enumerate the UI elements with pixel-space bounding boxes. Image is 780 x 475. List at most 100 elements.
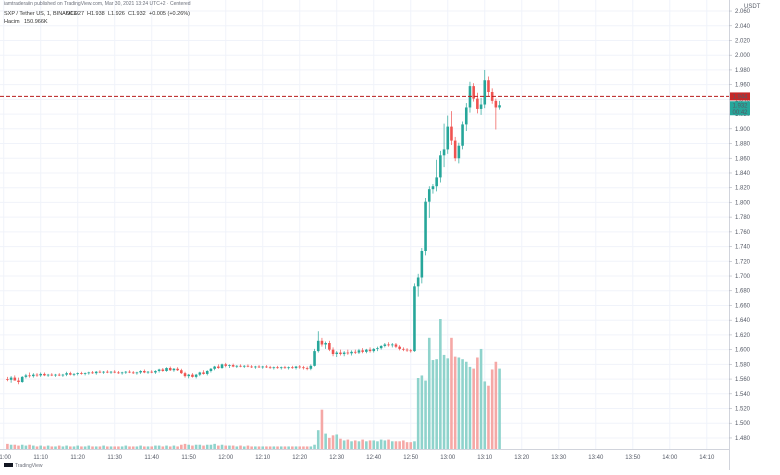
candle[interactable] bbox=[124, 370, 128, 374]
candle[interactable] bbox=[305, 366, 309, 371]
candle[interactable] bbox=[357, 348, 361, 355]
candle[interactable] bbox=[279, 366, 283, 370]
candle[interactable] bbox=[320, 337, 324, 347]
candle[interactable] bbox=[439, 150, 442, 183]
candle[interactable] bbox=[235, 365, 239, 369]
candle[interactable] bbox=[39, 372, 43, 377]
candle[interactable] bbox=[453, 136, 457, 162]
candle[interactable] bbox=[128, 370, 131, 374]
candle[interactable] bbox=[83, 372, 87, 376]
candle[interactable] bbox=[168, 366, 172, 371]
candle[interactable] bbox=[213, 365, 216, 371]
candle[interactable] bbox=[387, 342, 390, 347]
candle[interactable] bbox=[54, 373, 57, 377]
candle[interactable] bbox=[383, 343, 387, 348]
candle[interactable] bbox=[328, 340, 331, 352]
candle[interactable] bbox=[261, 365, 265, 369]
candle[interactable] bbox=[35, 373, 39, 377]
candle[interactable] bbox=[43, 372, 46, 377]
candle[interactable] bbox=[191, 373, 194, 378]
candle[interactable] bbox=[416, 273, 420, 297]
candle[interactable] bbox=[398, 345, 401, 351]
candle[interactable] bbox=[146, 370, 150, 374]
candle[interactable] bbox=[61, 373, 65, 377]
candle[interactable] bbox=[483, 69, 487, 109]
candle[interactable] bbox=[294, 365, 298, 370]
candle[interactable] bbox=[139, 370, 142, 374]
candle[interactable] bbox=[87, 371, 91, 375]
candle[interactable] bbox=[94, 370, 98, 375]
candle[interactable] bbox=[442, 123, 446, 168]
candle[interactable] bbox=[409, 348, 413, 353]
candle[interactable] bbox=[165, 367, 168, 372]
candle[interactable] bbox=[198, 371, 202, 377]
candle[interactable] bbox=[65, 371, 68, 377]
candle[interactable] bbox=[113, 370, 117, 374]
candle[interactable] bbox=[431, 184, 435, 194]
symbol-line[interactable]: SXP / Tether US, 1, BINANCE bbox=[4, 11, 78, 17]
candle[interactable] bbox=[224, 362, 228, 368]
candle[interactable] bbox=[24, 373, 28, 379]
candle[interactable] bbox=[365, 348, 368, 354]
candle[interactable] bbox=[324, 341, 327, 349]
time-axis[interactable]: 11:00 11:10 11:20 11:30 11:40 11:50 12:00 12:10… bbox=[0, 455, 715, 461]
candle[interactable] bbox=[80, 371, 83, 375]
candle[interactable] bbox=[394, 343, 398, 349]
candle[interactable] bbox=[309, 364, 313, 371]
candle[interactable] bbox=[405, 348, 409, 352]
candle[interactable] bbox=[254, 365, 257, 369]
candle[interactable] bbox=[335, 351, 339, 357]
volume-label[interactable]: Hacim bbox=[4, 19, 20, 25]
candle[interactable] bbox=[339, 349, 342, 356]
candle[interactable] bbox=[276, 365, 279, 369]
candle[interactable] bbox=[446, 115, 450, 154]
candle[interactable] bbox=[106, 370, 109, 374]
candle[interactable] bbox=[342, 351, 346, 357]
candle[interactable] bbox=[287, 366, 290, 370]
candle[interactable] bbox=[457, 142, 461, 164]
candle[interactable] bbox=[205, 370, 209, 376]
candle[interactable] bbox=[435, 159, 438, 192]
candle[interactable] bbox=[98, 370, 102, 374]
candle[interactable] bbox=[461, 121, 464, 150]
candle[interactable] bbox=[246, 364, 250, 368]
candle[interactable] bbox=[424, 198, 427, 256]
candle[interactable] bbox=[57, 373, 61, 377]
candle[interactable] bbox=[487, 76, 490, 97]
candle[interactable] bbox=[316, 331, 320, 353]
candle[interactable] bbox=[390, 343, 394, 348]
candle[interactable] bbox=[91, 370, 94, 374]
candle[interactable] bbox=[157, 368, 161, 373]
candle[interactable] bbox=[187, 373, 191, 379]
currency-label[interactable]: USDT bbox=[744, 4, 761, 10]
candle[interactable] bbox=[76, 372, 80, 376]
candle[interactable] bbox=[176, 367, 179, 371]
candle[interactable] bbox=[13, 375, 17, 381]
candle[interactable] bbox=[202, 370, 205, 375]
candle[interactable] bbox=[135, 371, 139, 375]
candle[interactable] bbox=[298, 365, 302, 369]
candle[interactable] bbox=[402, 347, 405, 352]
candle[interactable] bbox=[46, 373, 50, 377]
price-axis[interactable]: 2.0602.0402.0202.0001.9801.9601.9401.920… bbox=[729, 9, 751, 442]
candle[interactable] bbox=[498, 100, 501, 110]
candle[interactable] bbox=[350, 350, 353, 356]
candle[interactable] bbox=[231, 363, 235, 368]
candle[interactable] bbox=[131, 370, 135, 374]
candle[interactable] bbox=[17, 377, 20, 385]
candle[interactable] bbox=[427, 186, 431, 218]
candle[interactable] bbox=[161, 368, 165, 372]
candle[interactable] bbox=[265, 365, 268, 369]
candle[interactable] bbox=[450, 111, 453, 146]
candle[interactable] bbox=[183, 371, 187, 378]
candle[interactable] bbox=[228, 364, 231, 369]
candle[interactable] bbox=[172, 368, 176, 372]
candle[interactable] bbox=[217, 364, 220, 369]
candle[interactable] bbox=[420, 248, 424, 284]
candle[interactable] bbox=[239, 364, 242, 368]
candle[interactable] bbox=[368, 347, 372, 353]
candle[interactable] bbox=[72, 373, 76, 377]
candle[interactable] bbox=[376, 346, 379, 352]
candle[interactable] bbox=[154, 370, 157, 374]
candle[interactable] bbox=[361, 348, 364, 354]
